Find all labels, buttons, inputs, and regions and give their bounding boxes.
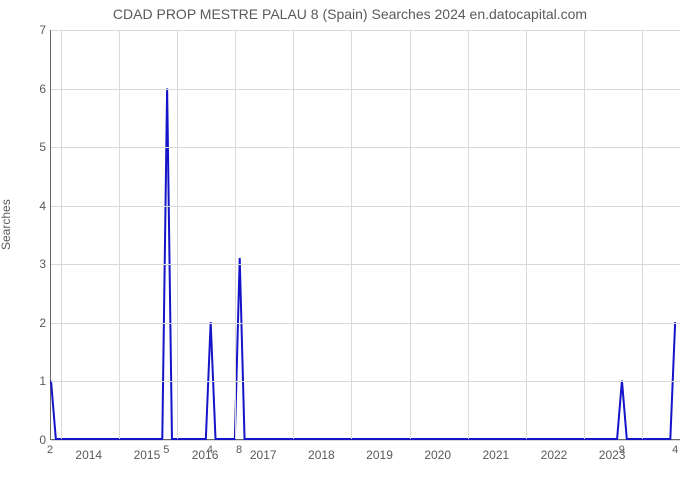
data-point-label: 9 [619, 444, 625, 456]
gridline-h [51, 440, 680, 441]
x-tick-label: 2020 [424, 448, 451, 462]
y-tick-label: 7 [28, 23, 46, 37]
data-point-label: 2 [47, 444, 53, 456]
gridline-h [51, 206, 680, 207]
y-axis-title: Searches [0, 199, 13, 250]
gridline-v [584, 30, 585, 439]
data-point-label: 5 [163, 444, 169, 456]
chart-title: CDAD PROP MESTRE PALAU 8 (Spain) Searche… [0, 6, 700, 22]
gridline-v [410, 30, 411, 439]
gridline-v [351, 30, 352, 439]
gridline-v [235, 30, 236, 439]
data-point-label: 4 [672, 444, 678, 456]
gridline-h [51, 323, 680, 324]
y-tick-label: 5 [28, 140, 46, 154]
y-tick-label: 0 [28, 433, 46, 447]
gridline-v [526, 30, 527, 439]
x-tick-label: 2016 [192, 448, 219, 462]
data-point-label: 8 [236, 444, 242, 456]
gridline-v [61, 30, 62, 439]
gridline-h [51, 381, 680, 382]
gridline-v [119, 30, 120, 439]
x-tick-label: 2017 [250, 448, 277, 462]
gridline-h [51, 147, 680, 148]
gridline-v [642, 30, 643, 439]
y-tick-label: 6 [28, 82, 46, 96]
y-tick-label: 2 [28, 316, 46, 330]
data-point-label: 4 [207, 444, 213, 456]
gridline-h [51, 30, 680, 31]
y-tick-label: 4 [28, 199, 46, 213]
gridline-h [51, 89, 680, 90]
x-tick-label: 2022 [541, 448, 568, 462]
gridline-v [293, 30, 294, 439]
gridline-h [51, 264, 680, 265]
plot-area [50, 30, 680, 440]
x-tick-label: 2018 [308, 448, 335, 462]
gridline-v [468, 30, 469, 439]
x-tick-label: 2015 [134, 448, 161, 462]
line-series [51, 30, 680, 439]
x-tick-label: 2014 [75, 448, 102, 462]
x-tick-label: 2019 [366, 448, 393, 462]
gridline-v [177, 30, 178, 439]
x-tick-label: 2021 [482, 448, 509, 462]
chart-container: CDAD PROP MESTRE PALAU 8 (Spain) Searche… [0, 0, 700, 500]
y-tick-label: 3 [28, 257, 46, 271]
y-tick-label: 1 [28, 374, 46, 388]
